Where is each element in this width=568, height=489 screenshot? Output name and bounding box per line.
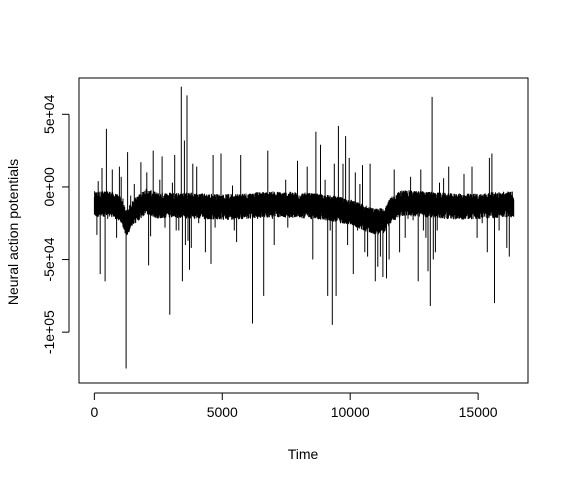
x-tick-label: 5000 (207, 404, 238, 420)
y-tick-label: 0e+00 (41, 167, 57, 207)
x-tick-label: 0 (90, 404, 98, 420)
y-tick-label: -1e+05 (41, 310, 57, 354)
x-tick-label: 10000 (331, 404, 370, 420)
plot-frame (78, 77, 529, 384)
y-tick-label: -5e+04 (41, 237, 57, 281)
x-tick-label: 15000 (459, 404, 498, 420)
x-axis: 0 5000 10000 15000 (90, 392, 498, 420)
y-axis-title: Neural action potentials (5, 159, 21, 305)
y-axis: -1e+05 -5e+04 0e+00 5e+04 (41, 94, 70, 354)
series-layer (93, 86, 515, 369)
y-tick-label: 5e+04 (41, 94, 57, 134)
x-axis-title: Time (288, 446, 319, 462)
